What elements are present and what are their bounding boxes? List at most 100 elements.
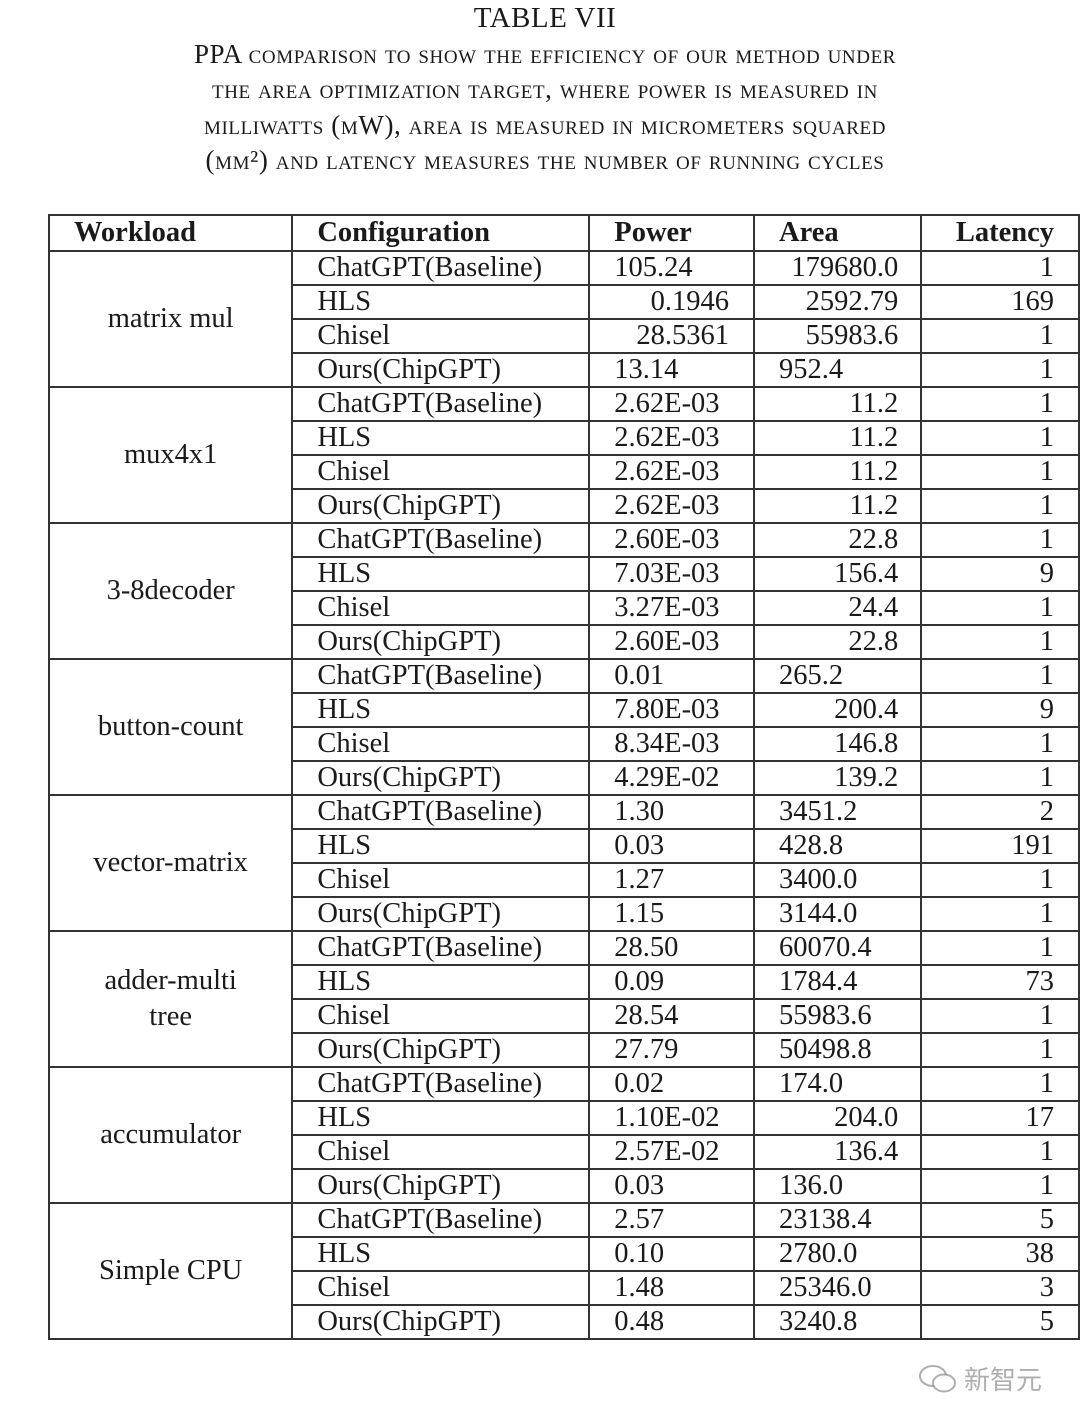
area-cell: 265.2 (752, 658, 923, 694)
wechat-icon (919, 1364, 956, 1392)
workload-cell: adder-multi tree (47, 930, 294, 1068)
configuration-cell: Ours(ChipGPT) (291, 488, 591, 524)
table-row: HLS 2.62E-03 11.2 1 (49, 420, 1080, 456)
header-power: Power (588, 214, 755, 252)
latency-cell: 1 (920, 726, 1080, 762)
area-cell: 11.2 (752, 488, 923, 524)
configuration-cell: Chisel (291, 318, 591, 354)
latency-cell: 3 (920, 1270, 1080, 1306)
latency-cell: 1 (920, 930, 1080, 966)
latency-cell: 1 (920, 590, 1080, 626)
area-cell: 2592.79 (752, 284, 923, 320)
table-row: Chisel 8.34E-03 146.8 1 (49, 726, 1080, 762)
power-cell: 1.27 (588, 862, 755, 898)
table-row: matrix mul ChatGPT(Baseline) 105.24 179680.… (47, 250, 1080, 388)
latency-cell: 1 (920, 318, 1080, 354)
power-cell: 2.57 (588, 1202, 755, 1238)
configuration-cell: ChatGPT(Baseline) (291, 658, 591, 694)
table-row: mux4x1 ChatGPT(Baseline) 2.62E-03 11.2 1 (47, 386, 1080, 524)
table-row: HLS 0.03 428.8 191 (49, 828, 1080, 864)
area-cell: 60070.4 (752, 930, 923, 966)
latency-cell: 1 (920, 1134, 1080, 1170)
configuration-cell: HLS (291, 284, 591, 320)
configuration-cell: HLS (291, 556, 591, 592)
configuration-cell: Chisel (291, 998, 591, 1034)
power-cell: 1.30 (588, 794, 755, 830)
latency-cell: 2 (920, 794, 1080, 830)
configuration-cell: ChatGPT(Baseline) (291, 1202, 591, 1238)
table-row: Chisel 2.57E-02 136.4 1 (49, 1134, 1080, 1170)
latency-cell: 1 (920, 658, 1080, 694)
power-cell: 7.03E-03 (588, 556, 755, 592)
area-cell: 24.4 (752, 590, 923, 626)
configuration-cell: Chisel (291, 454, 591, 490)
area-cell: 25346.0 (752, 1270, 923, 1306)
table-caption: PPA comparison to show the efficiency of… (0, 37, 1080, 178)
area-cell: 136.0 (752, 1168, 923, 1204)
area-cell: 1784.4 (752, 964, 923, 1000)
header-workload: Workload (47, 214, 294, 252)
latency-cell: 1 (920, 896, 1080, 932)
area-cell: 156.4 (752, 556, 923, 592)
configuration-cell: HLS (291, 1100, 591, 1136)
configuration-cell: HLS (291, 1236, 591, 1272)
area-cell: 11.2 (752, 454, 923, 490)
table-row: Ours(ChipGPT) 0.03 136.0 1 (49, 1168, 1080, 1204)
power-cell: 4.29E-02 (588, 760, 755, 796)
table-row: Chisel 1.48 25346.0 3 (49, 1270, 1080, 1306)
table-row: HLS 1.10E-02 204.0 17 (49, 1100, 1080, 1136)
configuration-cell: Chisel (291, 590, 591, 626)
table-row: HLS 7.03E-03 156.4 9 (49, 556, 1080, 592)
area-cell: 23138.4 (752, 1202, 923, 1238)
latency-cell: 1 (920, 352, 1080, 388)
area-cell: 3144.0 (752, 896, 923, 932)
table-row: HLS 7.80E-03 200.4 9 (49, 692, 1080, 728)
table-row: Chisel 28.54 55983.6 1 (49, 998, 1080, 1034)
power-cell: 1.48 (588, 1270, 755, 1306)
configuration-cell: Ours(ChipGPT) (291, 624, 591, 660)
area-cell: 55983.6 (752, 998, 923, 1034)
workload-cell: accumulator (47, 1066, 294, 1204)
table-row: Ours(ChipGPT) 0.48 3240.8 5 (49, 1304, 1080, 1340)
configuration-cell: HLS (291, 420, 591, 456)
configuration-cell: Ours(ChipGPT) (291, 896, 591, 932)
power-cell: 105.24 (588, 250, 755, 286)
table-row: Chisel 1.27 3400.0 1 (49, 862, 1080, 898)
table-row: Ours(ChipGPT) 13.14 952.4 1 (49, 352, 1080, 388)
area-cell: 204.0 (752, 1100, 923, 1136)
latency-cell: 1 (920, 454, 1080, 490)
latency-cell: 1 (920, 250, 1080, 286)
configuration-cell: Ours(ChipGPT) (291, 1032, 591, 1068)
power-cell: 2.60E-03 (588, 624, 755, 660)
latency-cell: 1 (920, 998, 1080, 1034)
configuration-cell: Ours(ChipGPT) (291, 760, 591, 796)
area-cell: 428.8 (752, 828, 923, 864)
power-cell: 2.62E-03 (588, 386, 755, 422)
table-row: Chisel 2.62E-03 11.2 1 (49, 454, 1080, 490)
workload-cell: vector-matrix (47, 794, 294, 932)
power-cell: 1.10E-02 (588, 1100, 755, 1136)
workload-cell: mux4x1 (47, 386, 294, 524)
configuration-cell: Chisel (291, 1134, 591, 1170)
latency-cell: 9 (920, 692, 1080, 728)
ppa-comparison-table: Workload Configuration Power Area Latenc… (47, 214, 1080, 1340)
latency-cell: 5 (920, 1202, 1080, 1238)
area-cell: 952.4 (752, 352, 923, 388)
power-cell: 0.03 (588, 828, 755, 864)
header-row: Workload Configuration Power Area Latenc… (47, 214, 1080, 252)
area-cell: 3240.8 (752, 1304, 923, 1340)
power-cell: 0.1946 (588, 284, 755, 320)
power-cell: 28.5361 (588, 318, 755, 354)
power-cell: 2.57E-02 (588, 1134, 755, 1170)
latency-cell: 5 (920, 1304, 1080, 1340)
table-row: Simple CPU ChatGPT(Baseline) 2.57 23138.4 5 (47, 1202, 1080, 1340)
watermark-text: 新智元 (964, 1366, 1043, 1396)
latency-cell: 1 (920, 1032, 1080, 1068)
latency-cell: 191 (920, 828, 1080, 864)
power-cell: 0.03 (588, 1168, 755, 1204)
latency-cell: 17 (920, 1100, 1080, 1136)
latency-cell: 1 (920, 522, 1080, 558)
latency-cell: 169 (920, 284, 1080, 320)
table-row: vector-matrix ChatGPT(Baseline) 1.30 3451.2… (47, 794, 1080, 932)
area-cell: 22.8 (752, 522, 923, 558)
